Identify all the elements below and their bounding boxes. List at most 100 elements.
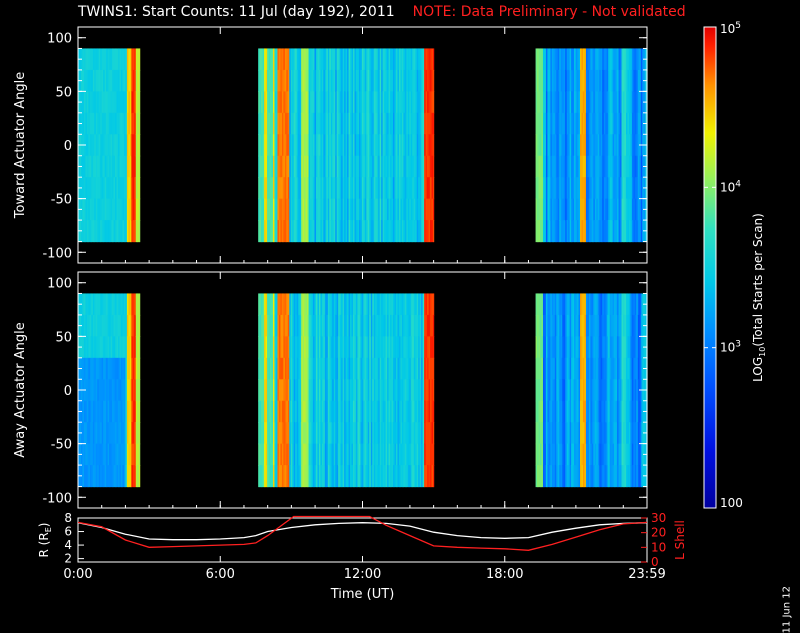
- heatmap-cell: [614, 155, 617, 178]
- heatmap-cell: [384, 198, 387, 221]
- heatmap-cell: [566, 69, 569, 92]
- heatmap-cell: [103, 155, 106, 178]
- heatmap-cell: [273, 314, 276, 337]
- heatmap-cell: [594, 134, 597, 157]
- heatmap-cell: [580, 112, 583, 135]
- heatmap-cell: [597, 155, 600, 178]
- heatmap-cell: [566, 220, 569, 243]
- heatmap-cell: [89, 357, 92, 380]
- heatmap-cell: [557, 443, 560, 466]
- heatmap-cell: [275, 134, 279, 157]
- heatmap-cell: [292, 48, 295, 71]
- heatmap-cell: [363, 177, 366, 200]
- heatmap-cell: [401, 465, 404, 488]
- heatmap-cell: [600, 155, 603, 178]
- heatmap-cell: [390, 443, 393, 466]
- heatmap-cell: [318, 443, 322, 466]
- heatmap-cell: [379, 422, 382, 445]
- heatmap-cell: [594, 91, 597, 114]
- heatmap-cell: [268, 314, 271, 337]
- heatmap-cell: [627, 443, 630, 466]
- heatmap-cell: [287, 134, 290, 157]
- heatmap-cell: [627, 336, 630, 359]
- heatmap-cell: [360, 379, 363, 402]
- heatmap-cell: [581, 69, 584, 92]
- heatmap-cell: [315, 134, 319, 157]
- heatmap-cell: [597, 357, 600, 380]
- heatmap-cell: [393, 177, 396, 200]
- heatmap-cell: [363, 422, 366, 445]
- heatmap-cell: [370, 198, 373, 221]
- heatmap-cell: [428, 69, 431, 92]
- heatmap-cell: [624, 69, 627, 92]
- heatmap-cell: [129, 220, 132, 243]
- heatmap-cell: [585, 379, 589, 402]
- heatmap-cell: [548, 177, 551, 200]
- heatmap-cell: [305, 134, 308, 157]
- heatmap-cell: [556, 155, 559, 178]
- heatmap-cell: [119, 336, 122, 359]
- heatmap-cell: [599, 155, 602, 178]
- heatmap-cell: [600, 443, 603, 466]
- heatmap-cell: [308, 91, 311, 114]
- heatmap-cell: [381, 220, 384, 243]
- heatmap-cell: [574, 69, 577, 92]
- heatmap-cell: [404, 400, 407, 423]
- heatmap-cell: [86, 379, 89, 402]
- heatmap-cell: [278, 379, 282, 402]
- heatmap-cell: [329, 465, 332, 488]
- heatmap-cell: [131, 177, 134, 200]
- heatmap-cell: [287, 69, 290, 92]
- heatmap-cell: [596, 69, 599, 92]
- heatmap-cell: [385, 48, 388, 71]
- heatmap-cell: [373, 112, 376, 135]
- heatmap-cell: [608, 336, 611, 359]
- heatmap-cell: [554, 422, 557, 445]
- heatmap-cell: [129, 198, 132, 221]
- heatmap-cell: [360, 112, 363, 135]
- heatmap-cell: [267, 198, 270, 221]
- heatmap-cell: [364, 220, 367, 243]
- heatmap-cell: [424, 293, 427, 316]
- heatmap-cell: [574, 293, 577, 316]
- heatmap-cell: [110, 293, 113, 316]
- heatmap-cell: [277, 379, 280, 402]
- heatmap-cell: [425, 400, 428, 423]
- heatmap-cell: [106, 112, 109, 135]
- heatmap-cell: [299, 357, 302, 380]
- heatmap-cell: [344, 400, 347, 423]
- heatmap-cell: [572, 48, 575, 71]
- heatmap-cell: [630, 112, 633, 135]
- x-tick-label: 6:00: [206, 567, 235, 582]
- heatmap-cell: [296, 400, 299, 423]
- heatmap-cell: [132, 112, 135, 135]
- heatmap-cell: [91, 91, 94, 114]
- heatmap-cell: [415, 177, 418, 200]
- heatmap-cell: [379, 177, 382, 200]
- heatmap-cell: [599, 379, 602, 402]
- heatmap-cell: [101, 314, 104, 337]
- heatmap-cell: [631, 48, 634, 71]
- heatmap-cell: [578, 357, 581, 380]
- heatmap-cell: [395, 48, 399, 71]
- heatmap-cell: [284, 198, 287, 221]
- heatmap-cell: [373, 69, 376, 92]
- heatmap-cell: [596, 134, 599, 157]
- heatmap-cell: [341, 134, 344, 157]
- heatmap-cell: [313, 465, 316, 488]
- heatmap-cell: [391, 134, 394, 157]
- heatmap-cell: [370, 155, 373, 178]
- heatmap-cell: [612, 465, 615, 488]
- heatmap-cell: [401, 134, 404, 157]
- heatmap-cell: [342, 69, 345, 92]
- heatmap-cell: [360, 220, 363, 243]
- heatmap-cell: [433, 336, 435, 359]
- heatmap-cell: [581, 134, 584, 157]
- heatmap-cell: [390, 314, 393, 337]
- heatmap-cell: [342, 198, 345, 221]
- heatmap-cell: [634, 400, 637, 423]
- heatmap-cell: [425, 91, 428, 114]
- heatmap-cell: [329, 69, 332, 92]
- heatmap-cell: [116, 293, 119, 316]
- heatmap-cell: [338, 314, 341, 337]
